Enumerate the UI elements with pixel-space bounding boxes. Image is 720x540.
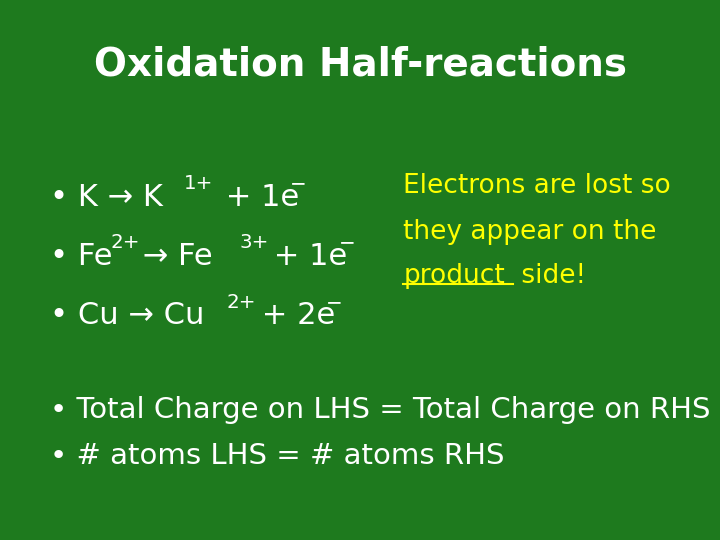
- Text: 2+: 2+: [110, 233, 140, 253]
- Text: they appear on the: they appear on the: [403, 219, 657, 245]
- Text: Oxidation Half-reactions: Oxidation Half-reactions: [94, 46, 626, 84]
- Text: 2+: 2+: [227, 293, 256, 312]
- Text: • K → K: • K → K: [50, 183, 163, 212]
- Text: + 1e: + 1e: [264, 242, 348, 271]
- Text: + 2e: + 2e: [252, 301, 336, 330]
- Text: −: −: [338, 233, 355, 253]
- Text: • Total Charge on LHS = Total Charge on RHS: • Total Charge on LHS = Total Charge on …: [50, 396, 711, 424]
- Text: 3+: 3+: [239, 233, 269, 253]
- Text: 1+: 1+: [184, 174, 213, 193]
- Text: Electrons are lost so: Electrons are lost so: [403, 173, 671, 199]
- Text: side!: side!: [513, 264, 586, 289]
- Text: + 1e: + 1e: [216, 183, 300, 212]
- Text: • Cu → Cu: • Cu → Cu: [50, 301, 204, 330]
- Text: • # atoms LHS = # atoms RHS: • # atoms LHS = # atoms RHS: [50, 442, 505, 470]
- Text: −: −: [289, 174, 306, 193]
- Text: → Fe: → Fe: [133, 242, 213, 271]
- Text: product: product: [403, 264, 505, 289]
- Text: • Fe: • Fe: [50, 242, 113, 271]
- Text: −: −: [326, 293, 343, 312]
